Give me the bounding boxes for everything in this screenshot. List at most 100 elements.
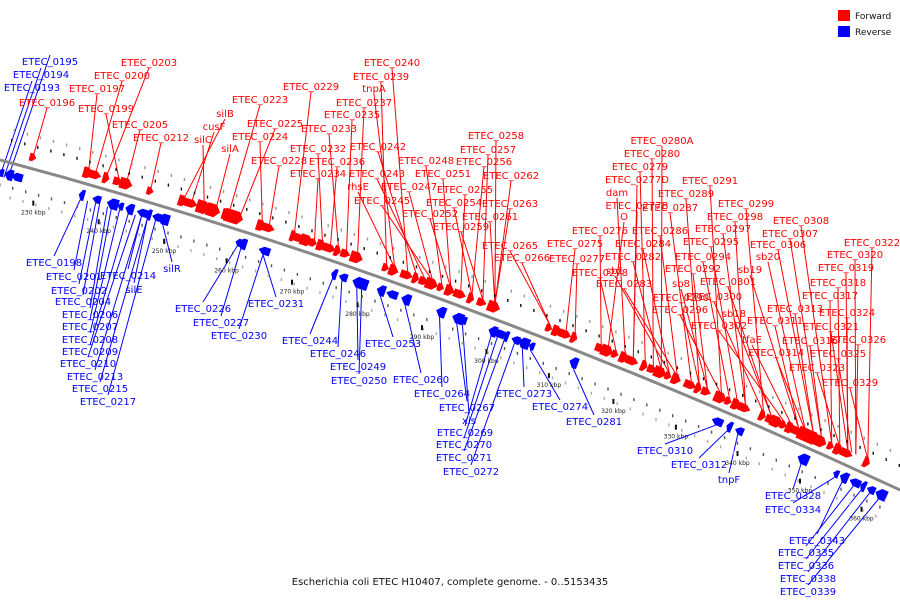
reverse-gene-arrow: [726, 421, 735, 433]
strand-tick-mark: [732, 379, 735, 383]
forward-label-connector: [471, 166, 485, 296]
strand-tick-mark: [76, 204, 79, 208]
legend: Forward Reverse: [838, 10, 892, 38]
reverse-label-connector: [309, 277, 334, 335]
forward-gene-arrow: [101, 171, 110, 184]
strand-tick-mark: [193, 191, 196, 195]
tick-rows: [0, 129, 900, 518]
forward-gene-label: ETEC_0278: [572, 268, 628, 279]
strand-tick-mark: [611, 339, 613, 343]
forward-gene-arrow: [544, 323, 553, 332]
forward-gene-label: ETEC_0320: [827, 250, 883, 261]
strand-tick-mark: [732, 450, 735, 454]
strand-tick-mark: [170, 174, 172, 177]
forward-label-connector: [202, 144, 205, 205]
strand-tick-mark: [594, 382, 596, 386]
strand-tick-mark: [131, 162, 133, 166]
strand-tick-mark: [487, 351, 489, 355]
strand-tick-mark: [371, 309, 373, 312]
strand-tick-mark: [461, 341, 463, 345]
strand-tick-mark: [620, 392, 622, 396]
reverse-gene-label: ETEC_0310: [637, 446, 693, 457]
strand-tick-mark: [576, 314, 578, 318]
strand-tick-mark: [706, 368, 709, 371]
forward-label-connector: [268, 165, 280, 226]
reverse-gene-label: tnpF: [718, 475, 741, 486]
strand-tick-mark: [585, 329, 587, 333]
forward-gene-arrow: [638, 359, 648, 372]
forward-gene-label: ETEC_0224: [232, 132, 288, 143]
strand-tick-mark: [624, 344, 626, 348]
strand-tick-mark: [798, 407, 800, 411]
reverse-gene-label: ETEC_0214: [100, 271, 156, 282]
reverse-gene-arrow: [875, 489, 889, 502]
forward-gene-arrow: [227, 209, 243, 225]
forward-gene-label: silC: [194, 135, 212, 146]
legend-reverse-label: Reverse: [855, 28, 892, 38]
forward-gene-label: ETEC_0232: [290, 144, 346, 155]
forward-gene-label: tfaE: [742, 335, 762, 346]
strand-tick-mark: [206, 243, 208, 247]
strand-tick-mark: [546, 314, 548, 317]
forward-gene-arrow: [436, 282, 444, 292]
forward-gene-label: ETEC_0322: [844, 238, 900, 249]
strand-tick-mark: [196, 182, 199, 185]
reverse-gene-arrow: [735, 427, 745, 437]
strand-tick-mark: [306, 286, 308, 290]
forward-gene-label: ETEC_0200: [94, 71, 150, 82]
strand-tick-mark: [409, 322, 412, 326]
forward-gene-label: ETEC_0242: [350, 142, 406, 153]
reverse-gene-arrow: [92, 195, 103, 205]
forward-label-connector: [314, 178, 319, 241]
reverse-gene-arrow: [331, 269, 339, 281]
forward-gene-arrow: [768, 414, 783, 428]
reverse-label-connector: [238, 254, 264, 330]
strand-tick-mark: [254, 269, 257, 273]
forward-label-connector: [183, 118, 226, 199]
strand-tick-mark: [267, 273, 270, 277]
strand-tick-mark: [363, 247, 365, 251]
forward-gene-label: ETEC_0261: [462, 212, 518, 223]
forward-label-connector: [767, 261, 807, 432]
reverse-label-connector: [805, 485, 854, 547]
reverse-gene-label: ETEC_0231: [248, 299, 304, 310]
strand-tick-mark: [39, 136, 42, 140]
forward-gene-arrow: [308, 238, 317, 247]
forward-gene-label: ETEC_0248: [398, 156, 454, 167]
strand-tick-mark: [327, 224, 329, 228]
forward-gene-label: ETEC_0257: [460, 145, 516, 156]
forward-label-connector: [489, 221, 496, 305]
forward-label-connector: [718, 330, 786, 423]
forward-label-connector: [837, 358, 853, 453]
reverse-gene-label: ETEC_0201: [46, 272, 102, 283]
strand-tick-mark: [180, 187, 183, 191]
reverse-gene-arrow: [0, 168, 5, 178]
strand-tick-mark: [742, 393, 744, 397]
strand-tick-mark: [246, 207, 248, 211]
strand-tick-mark: [353, 233, 356, 237]
strand-tick-mark: [374, 299, 376, 303]
forward-gene-label: sb20: [756, 252, 780, 263]
strand-tick-mark: [771, 467, 773, 471]
forward-label-connector: [521, 262, 551, 326]
strand-tick-mark: [105, 154, 107, 158]
forward-label-connector: [105, 113, 120, 179]
strand-tick-mark: [26, 132, 29, 136]
forward-gene-label: ETEC_0279: [612, 162, 668, 173]
forward-gene-label: ETEC_0251: [415, 169, 471, 180]
strand-tick-mark: [598, 334, 600, 338]
strand-tick-mark: [526, 366, 528, 370]
strand-tick-mark: [406, 251, 408, 255]
forward-gene-label: ETEC_0196: [19, 98, 75, 109]
forward-gene-label: ETEC_0295: [683, 237, 739, 248]
forward-label-connector: [494, 180, 512, 305]
strand-tick-mark: [853, 493, 855, 497]
strand-tick-mark: [833, 434, 835, 438]
forward-gene-label: ETEC_0292: [665, 264, 721, 275]
forward-label-connector: [373, 93, 396, 268]
forward-label-connector: [774, 325, 800, 429]
strand-tick-mark: [837, 424, 839, 428]
forward-label-connector: [574, 263, 578, 336]
forward-label-connector: [867, 247, 873, 460]
